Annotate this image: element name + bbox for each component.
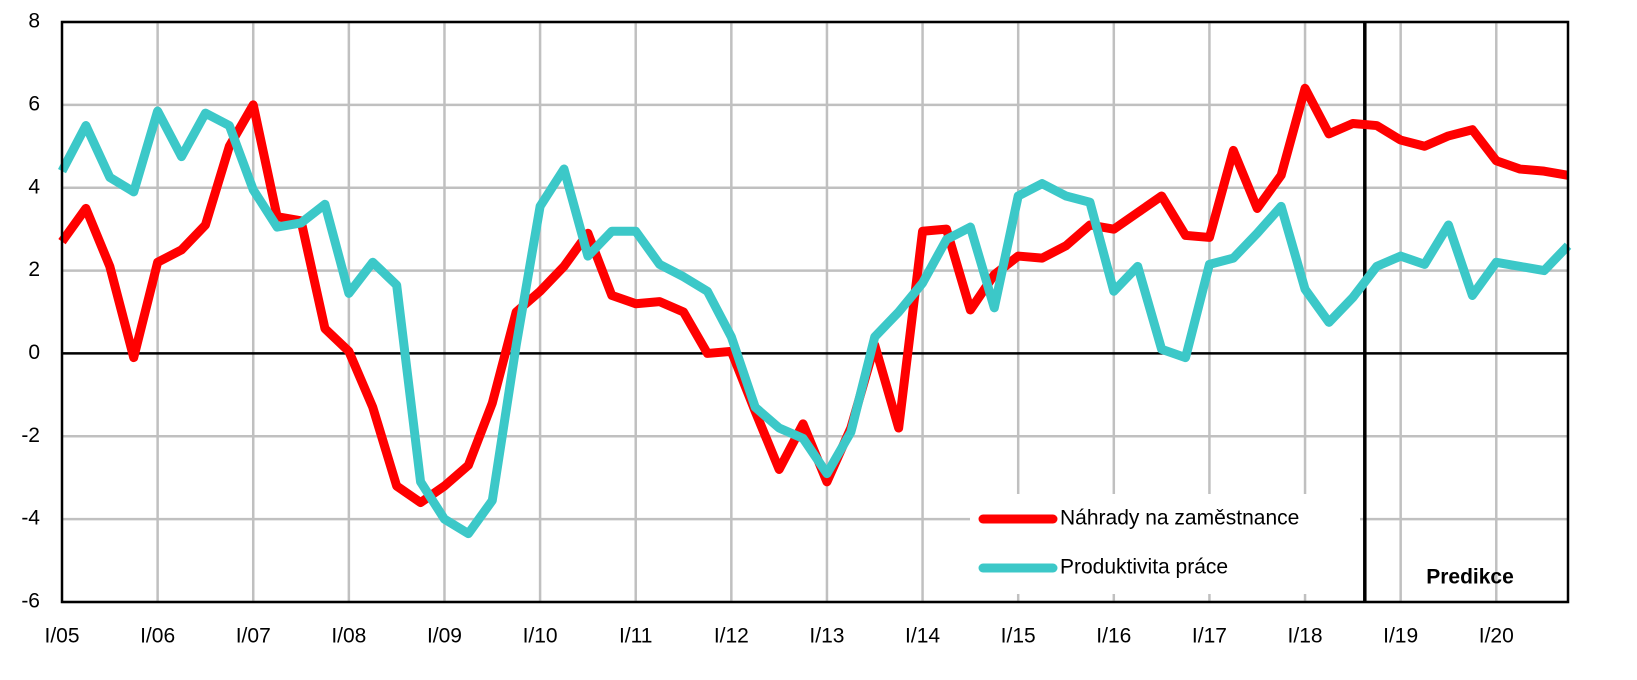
x-tick-label: I/05 [44, 625, 79, 648]
line-series [58, 83, 1569, 508]
x-tick-label: I/07 [236, 625, 271, 648]
x-tick-label: I/20 [1479, 625, 1514, 648]
forecast-annotation: Predikce [1426, 566, 1514, 589]
x-tick-label: I/06 [140, 625, 175, 648]
legend-label: Náhrady na zaměstnance [1060, 507, 1299, 530]
x-tick-label: I/19 [1383, 625, 1418, 648]
x-tick-label: I/16 [1096, 625, 1131, 648]
x-tick-label: I/10 [523, 625, 558, 648]
y-tick-label: 4 [28, 175, 40, 198]
x-tick-label: I/17 [1192, 625, 1227, 648]
y-tick-label: 8 [28, 10, 40, 33]
y-tick-label: 2 [28, 258, 40, 281]
line-series [58, 106, 1572, 539]
plot-frame [60, 20, 1570, 604]
x-tick-label: I/18 [1288, 625, 1323, 648]
x-tick-label: I/11 [619, 625, 652, 648]
x-tick-label: I/14 [905, 625, 940, 648]
x-tick-label: I/15 [1001, 625, 1036, 648]
x-tick-label: I/12 [714, 625, 749, 648]
y-tick-label: -2 [21, 424, 40, 447]
y-tick-label: -6 [21, 590, 40, 613]
x-tick-label: I/08 [331, 625, 366, 648]
y-tick-label: -4 [21, 507, 40, 530]
legend-label: Produktivita práce [1060, 556, 1228, 579]
y-tick-label: 0 [28, 341, 40, 364]
y-tick-label: 6 [28, 92, 40, 115]
legend-box [970, 494, 1360, 594]
x-tick-label: I/09 [427, 625, 462, 648]
x-tick-label: I/13 [809, 625, 844, 648]
